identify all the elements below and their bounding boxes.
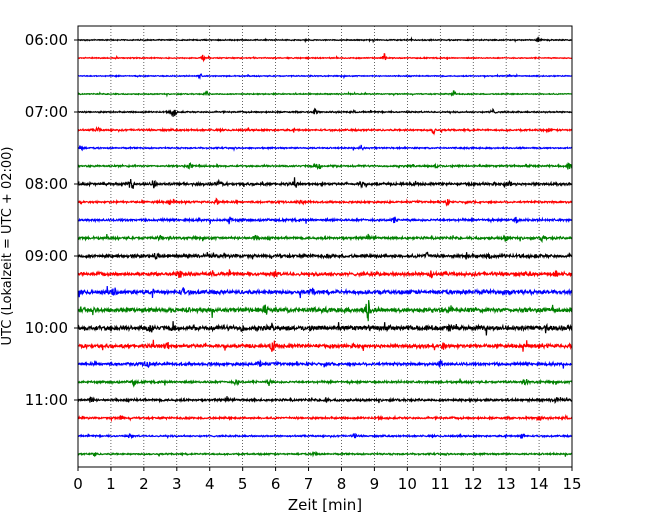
x-tick-label: 9 — [370, 475, 380, 493]
trace-1045 — [77, 377, 573, 388]
trace-1100 — [77, 396, 573, 404]
trace-0815 — [77, 197, 573, 207]
y-tick-label: 11:00 — [25, 391, 68, 409]
y-axis-label: UTC (Lokalzeit = UTC + 02:00) — [0, 147, 15, 346]
x-tick-label: 14 — [530, 475, 549, 493]
y-axis: 06:00 07:00 08:00 09:00 10:00 11:00 — [25, 31, 78, 409]
trace-0700 — [77, 107, 573, 117]
trace-0600 — [77, 36, 573, 44]
trace-0915 — [77, 269, 573, 279]
trace-0830 — [77, 216, 573, 225]
x-tick-label: 0 — [73, 475, 83, 493]
y-tick-label: 06:00 — [25, 31, 68, 49]
trace-1015 — [77, 339, 573, 352]
trace-0630 — [77, 73, 573, 80]
trace-0945 — [77, 300, 573, 322]
x-tick-label: 4 — [205, 475, 215, 493]
y-tick-label: 09:00 — [25, 247, 68, 265]
x-tick-label: 2 — [139, 475, 149, 493]
x-axis-label: Zeit [min] — [288, 496, 362, 514]
x-tick-label: 13 — [497, 475, 516, 493]
trace-1130 — [77, 432, 573, 440]
y-tick-label: 08:00 — [25, 175, 68, 193]
x-tick-label: 1 — [106, 475, 116, 493]
trace-0730 — [77, 144, 573, 152]
x-tick-label: 12 — [464, 475, 483, 493]
x-tick-label: 8 — [337, 475, 347, 493]
trace-0745 — [77, 161, 573, 171]
x-tick-label: 15 — [562, 475, 581, 493]
x-axis: 0 1 2 3 4 5 6 7 8 9 10 11 12 13 14 15 — [73, 467, 582, 493]
x-tick-label: 11 — [431, 475, 450, 493]
trace-1145 — [77, 450, 573, 458]
trace-0715 — [77, 125, 573, 136]
plot-frame — [77, 25, 573, 468]
x-tick-label: 10 — [398, 475, 417, 493]
trace-1115 — [77, 413, 573, 423]
y-tick-label: 07:00 — [25, 103, 68, 121]
trace-0900 — [77, 251, 573, 261]
trace-group — [77, 36, 573, 458]
trace-1000 — [77, 321, 573, 336]
y-tick-label: 10:00 — [25, 319, 68, 337]
x-tick-label: 7 — [304, 475, 314, 493]
trace-0800 — [77, 177, 573, 189]
x-tick-label: 5 — [238, 475, 248, 493]
x-tick-label: 3 — [172, 475, 182, 493]
trace-0645 — [77, 90, 573, 98]
x-tick-label: 6 — [271, 475, 281, 493]
trace-0845 — [77, 233, 573, 244]
trace-0930 — [77, 285, 573, 299]
trace-0615 — [77, 53, 573, 63]
trace-1030 — [77, 359, 573, 369]
